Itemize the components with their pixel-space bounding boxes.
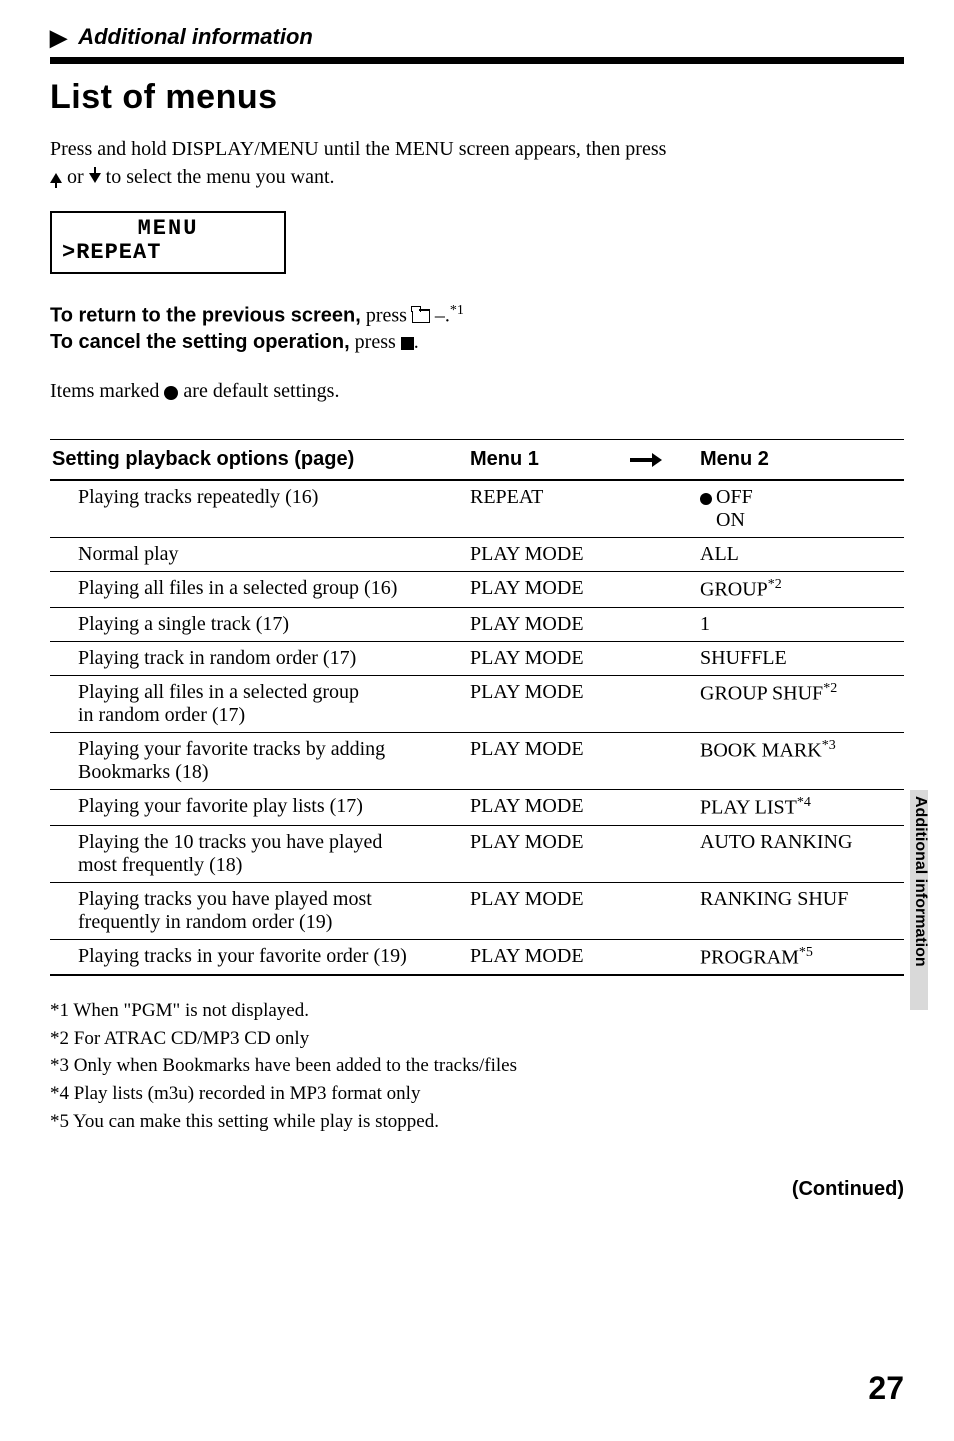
cell-option: Playing tracks you have played mostfrequ… bbox=[50, 888, 470, 934]
bullet-icon bbox=[700, 493, 712, 505]
cell-menu2: PROGRAM*5 bbox=[690, 945, 904, 970]
folder-icon bbox=[412, 311, 430, 323]
table-row: Playing track in random order (17)PLAY M… bbox=[50, 642, 904, 676]
cell-menu2: AUTO RANKING bbox=[690, 831, 904, 877]
footnote: *2 For ATRAC CD/MP3 CD only bbox=[50, 1026, 904, 1052]
header-menu1: Menu 1 bbox=[470, 448, 630, 471]
cell-menu2: 1 bbox=[690, 613, 904, 636]
table-row: Normal playPLAY MODE ALL bbox=[50, 538, 904, 572]
lcd-line1: MENU bbox=[62, 217, 274, 241]
footnote: *4 Play lists (m3u) recorded in MP3 form… bbox=[50, 1081, 904, 1107]
table-row: Playing tracks you have played mostfrequ… bbox=[50, 883, 904, 940]
footnote: *1 When "PGM" is not displayed. bbox=[50, 998, 904, 1024]
table-row: Playing the 10 tracks you have playedmos… bbox=[50, 826, 904, 883]
stop-icon bbox=[401, 337, 414, 350]
cell-menu1: PLAY MODE bbox=[470, 945, 630, 970]
cell-option: Playing a single track (17) bbox=[50, 613, 470, 636]
cell-option: Playing your favorite play lists (17) bbox=[50, 795, 470, 820]
cell-option: Playing all files in a selected groupin … bbox=[50, 681, 470, 727]
cell-menu2: GROUP SHUF*2 bbox=[690, 681, 904, 727]
side-tab: Additional information bbox=[910, 790, 928, 1010]
table-row: Playing a single track (17)PLAY MODE 1 bbox=[50, 608, 904, 642]
arrow-right-icon bbox=[630, 458, 654, 462]
lcd-line2: >REPEAT bbox=[62, 241, 274, 265]
menu-table: Setting playback options (page) Menu 1 M… bbox=[50, 439, 904, 976]
cell-menu1: PLAY MODE bbox=[470, 681, 630, 727]
intro-text: Press and hold DISPLAY/MENU until the ME… bbox=[50, 135, 904, 191]
cell-menu1: PLAY MODE bbox=[470, 647, 630, 670]
cell-option: Playing tracks repeatedly (16) bbox=[50, 486, 470, 532]
cell-menu1: PLAY MODE bbox=[470, 795, 630, 820]
cell-menu1: PLAY MODE bbox=[470, 738, 630, 784]
cell-menu1: PLAY MODE bbox=[470, 888, 630, 934]
header-arrow bbox=[630, 448, 690, 471]
cell-arrow bbox=[630, 486, 690, 532]
cell-arrow bbox=[630, 543, 690, 566]
cell-menu2: GROUP*2 bbox=[690, 577, 904, 602]
footnote: *5 You can make this setting while play … bbox=[50, 1109, 904, 1135]
cell-menu2: RANKING SHUF bbox=[690, 888, 904, 934]
bullet-icon bbox=[164, 386, 178, 400]
cell-arrow bbox=[630, 831, 690, 877]
instructions: To return to the previous screen, press … bbox=[50, 302, 904, 357]
table-row: Playing your favorite tracks by addingBo… bbox=[50, 733, 904, 790]
divider bbox=[50, 57, 904, 64]
page-title: List of menus bbox=[50, 78, 904, 117]
table-row: Playing tracks in your favorite order (1… bbox=[50, 940, 904, 977]
cell-menu2: BOOK MARK*3 bbox=[690, 738, 904, 784]
table-header: Setting playback options (page) Menu 1 M… bbox=[50, 439, 904, 481]
cell-menu2: SHUFFLE bbox=[690, 647, 904, 670]
table-row: Playing tracks repeatedly (16)REPEAT OFFO… bbox=[50, 481, 904, 538]
breadcrumb-text: Additional information bbox=[78, 24, 313, 49]
cell-arrow bbox=[630, 681, 690, 727]
cell-option: Playing the 10 tracks you have playedmos… bbox=[50, 831, 470, 877]
cell-menu1: REPEAT bbox=[470, 486, 630, 532]
cell-menu1: PLAY MODE bbox=[470, 613, 630, 636]
continued-label: (Continued) bbox=[50, 1178, 904, 1201]
cell-option: Playing all files in a selected group (1… bbox=[50, 577, 470, 602]
cell-arrow bbox=[630, 647, 690, 670]
table-row: Playing all files in a selected group (1… bbox=[50, 572, 904, 608]
cell-option: Normal play bbox=[50, 543, 470, 566]
table-row: Playing all files in a selected groupin … bbox=[50, 676, 904, 733]
play-icon: ▶ bbox=[50, 25, 67, 51]
page-number: 27 bbox=[868, 1370, 904, 1407]
cell-arrow bbox=[630, 945, 690, 970]
cell-menu2: PLAY LIST*4 bbox=[690, 795, 904, 820]
cell-arrow bbox=[630, 795, 690, 820]
down-arrow-icon bbox=[89, 173, 101, 183]
cell-arrow bbox=[630, 888, 690, 934]
header-menu2: Menu 2 bbox=[690, 448, 904, 471]
cell-option: Playing your favorite tracks by addingBo… bbox=[50, 738, 470, 784]
breadcrumb: ▶ Additional information bbox=[50, 24, 904, 51]
cell-arrow bbox=[630, 613, 690, 636]
header-options: Setting playback options (page) bbox=[50, 448, 470, 471]
table-row: Playing your favorite play lists (17)PLA… bbox=[50, 790, 904, 826]
defaults-note: Items marked are default settings. bbox=[50, 380, 904, 403]
cell-option: Playing track in random order (17) bbox=[50, 647, 470, 670]
footnote: *3 Only when Bookmarks have been added t… bbox=[50, 1053, 904, 1079]
lcd-display: MENU >REPEAT bbox=[50, 211, 286, 273]
cell-menu1: PLAY MODE bbox=[470, 831, 630, 877]
cell-menu1: PLAY MODE bbox=[470, 543, 630, 566]
cell-arrow bbox=[630, 577, 690, 602]
cell-menu1: PLAY MODE bbox=[470, 577, 630, 602]
cell-menu2: OFFON bbox=[690, 486, 904, 532]
up-arrow-icon bbox=[50, 173, 62, 183]
cell-arrow bbox=[630, 738, 690, 784]
footnotes: *1 When "PGM" is not displayed.*2 For AT… bbox=[50, 998, 904, 1134]
cell-option: Playing tracks in your favorite order (1… bbox=[50, 945, 470, 970]
side-tab-label: Additional information bbox=[911, 796, 929, 967]
cell-menu2: ALL bbox=[690, 543, 904, 566]
